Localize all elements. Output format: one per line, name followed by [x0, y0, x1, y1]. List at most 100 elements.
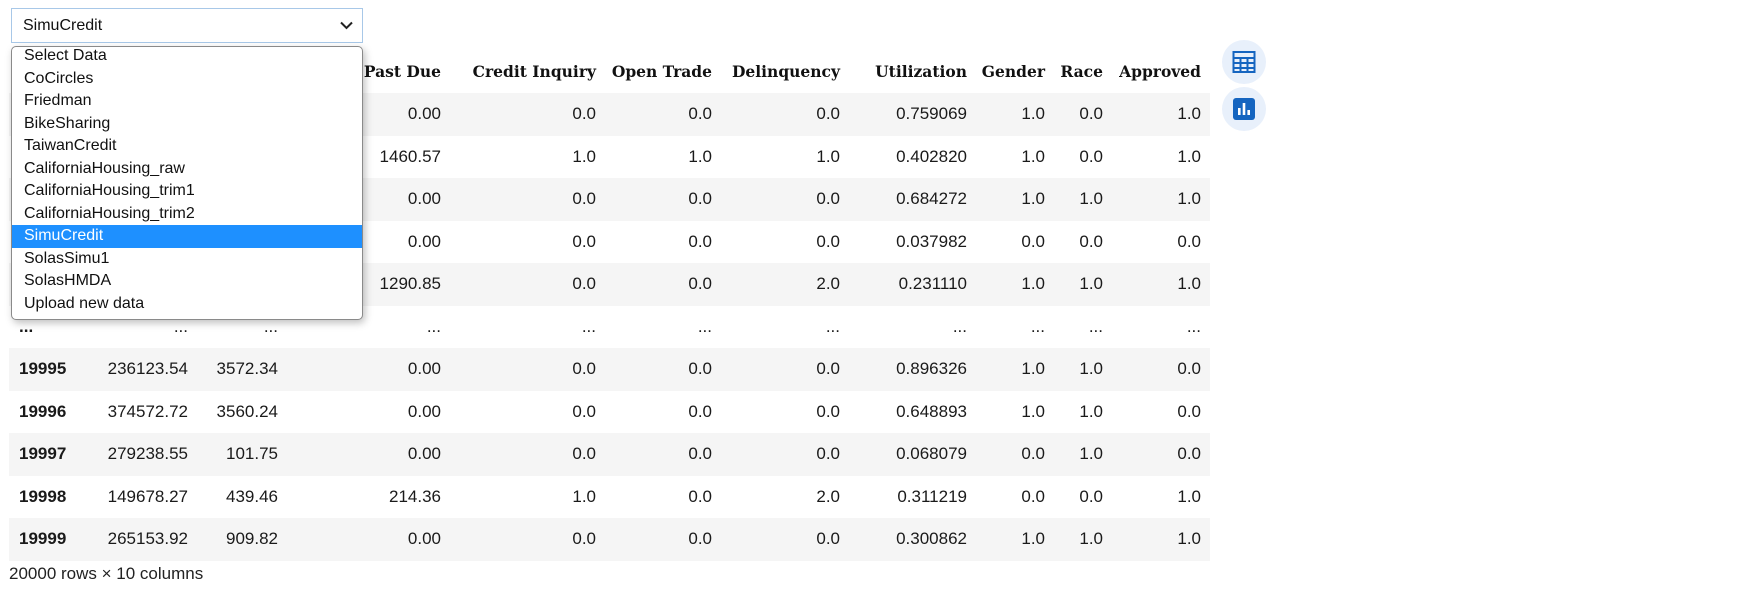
table-cell: 0.0 [1079, 231, 1103, 251]
table-cell: ... [1186, 316, 1201, 336]
table-cell: 0.0 [721, 178, 849, 221]
table-cell: 0.0 [1021, 231, 1045, 251]
table-cell: 1.0 [1079, 401, 1103, 421]
table-cell: 374572.72 [107, 401, 188, 421]
table-view-button[interactable] [1222, 40, 1266, 84]
table-cell: 1.0 [572, 146, 596, 166]
table-cell: 0.0 [721, 433, 849, 476]
table-cell: 1.0 [1177, 486, 1201, 506]
table-cell: 0.0 [605, 348, 721, 391]
table-cell: 1.0 [1054, 178, 1112, 221]
column-header: Utilization [875, 61, 967, 81]
table-cell: 0.0 [1079, 486, 1103, 506]
table-cell: 0.0 [721, 348, 849, 391]
dropdown-option[interactable]: SolasHMDA [24, 272, 112, 289]
column-header: Race [1060, 61, 1103, 81]
table-cell: ... [697, 316, 712, 336]
dropdown-option[interactable]: BikeSharing [24, 114, 111, 132]
dropdown-option[interactable]: CoCircles [24, 69, 94, 87]
dataset-dropdown: Select Data CoCircles Friedman BikeSharing T… [11, 46, 363, 320]
table-cell: 0.311219 [897, 486, 967, 506]
table-row: 19997 279238.55 101.75 0.00 0.0 0.0 0.0 0.06807… [9, 433, 1210, 476]
table-cell: 0.0 [1112, 348, 1210, 391]
dropdown-option[interactable]: CaliforniaHousing_trim1 [24, 182, 195, 199]
table-cell: 0.402820 [896, 146, 967, 166]
table-cell: ... [1088, 316, 1103, 336]
table-cell: 0.648893 [896, 401, 967, 421]
row-index: 19995 [9, 348, 87, 391]
table-cell: 0.684272 [849, 178, 976, 221]
table-row: 0.00 0.0 0.0 0.0 0.037982 0.0 0.0 0.0 [9, 221, 1210, 264]
table-cell: 214.36 [389, 486, 441, 506]
table-cell: 1.0 [976, 263, 1054, 306]
table-cell: 0.0 [605, 263, 721, 306]
table-cell: 1.0 [1021, 146, 1045, 166]
table-cell: 1.0 [1054, 518, 1112, 561]
table-cell: 236123.54 [87, 348, 197, 391]
table-cell: ... [426, 316, 441, 336]
dropdown-option[interactable]: SolasSimu1 [24, 249, 110, 267]
table-cell: 1.0 [976, 518, 1054, 561]
table-cell: 1.0 [1054, 433, 1112, 476]
table-cell: 0.300862 [849, 518, 976, 561]
table-header-row: Past Due Credit Inquiry Open Trade Delinque… [9, 49, 1210, 93]
table-cell: 0.0 [572, 401, 596, 421]
table-cell: 1460.57 [379, 146, 441, 166]
column-header: Gender [981, 61, 1045, 81]
table-cell: 2.0 [816, 486, 840, 506]
dropdown-option[interactable]: Upload new data [24, 294, 145, 312]
table-cell: 1.0 [816, 146, 840, 166]
table-cell: 3572.34 [197, 348, 287, 391]
table-cell: 0.0 [450, 433, 605, 476]
dropdown-option[interactable]: CaliforniaHousing_raw [24, 159, 185, 177]
table-row: 19998 149678.27 439.46 214.36 1.0 0.0 2.0 0.311… [9, 476, 1210, 519]
row-index: 19999 [9, 518, 87, 561]
table-cell: 0.0 [976, 433, 1054, 476]
table-cell: 279238.55 [87, 433, 197, 476]
table-cell: 1.0 [1112, 178, 1210, 221]
table-cell: ... [581, 316, 596, 336]
table-cell: 0.0 [688, 401, 712, 421]
table-cell: 0.00 [287, 348, 450, 391]
table-icon [1232, 51, 1256, 73]
table-cell: 0.037982 [896, 231, 967, 251]
table-cell: 0.0 [1054, 93, 1112, 136]
table-cell: 0.0 [721, 93, 849, 136]
table-cell: 0.0 [816, 401, 840, 421]
table-cell: 0.0 [816, 231, 840, 251]
column-header: Credit Inquiry [472, 61, 596, 81]
table-cell: 1.0 [1112, 263, 1210, 306]
table-cell: 1.0 [1054, 263, 1112, 306]
table-cell: 1.0 [1177, 146, 1201, 166]
table-cell: ... [173, 316, 188, 336]
dropdown-option[interactable]: Select Data [24, 47, 107, 64]
table-cell: 0.0 [572, 231, 596, 251]
table-row: 19999 265153.92 909.82 0.00 0.0 0.0 0.0 0.30086… [9, 518, 1210, 561]
table-cell: 2.0 [721, 263, 849, 306]
table-cell: 0.0 [688, 231, 712, 251]
chart-view-button[interactable] [1222, 87, 1266, 131]
table-cell: 0.00 [407, 401, 441, 421]
table-row: 19995 236123.54 3572.34 0.00 0.0 0.0 0.0 0.8963… [9, 348, 1210, 391]
dropdown-option[interactable]: Friedman [24, 92, 92, 109]
table-cell: 0.0 [450, 178, 605, 221]
table-cell: 0.896326 [849, 348, 976, 391]
dropdown-option[interactable]: CaliforniaHousing_trim2 [24, 204, 195, 222]
table-cell: 0.0 [1177, 401, 1201, 421]
table-cell: 909.82 [197, 518, 287, 561]
table-cell: 0.0 [605, 93, 721, 136]
table-cell: 1.0 [976, 348, 1054, 391]
column-header: Past Due [363, 61, 441, 81]
row-index: 19997 [9, 433, 87, 476]
table-cell: 0.0 [1177, 231, 1201, 251]
dataset-select[interactable]: SimuCredit [11, 8, 363, 43]
chevron-down-icon [340, 9, 353, 42]
table-cell: 0.00 [287, 518, 450, 561]
dropdown-option[interactable]: SimuCredit [12, 225, 362, 248]
table-footer: 20000 rows × 10 columns [9, 564, 204, 583]
table-cell: ... [1030, 316, 1045, 336]
table-cell: 0.0 [721, 518, 849, 561]
table-cell: 0.0 [605, 433, 721, 476]
table-cell: 0.0 [1079, 146, 1103, 166]
dropdown-option[interactable]: TaiwanCredit [24, 137, 117, 154]
